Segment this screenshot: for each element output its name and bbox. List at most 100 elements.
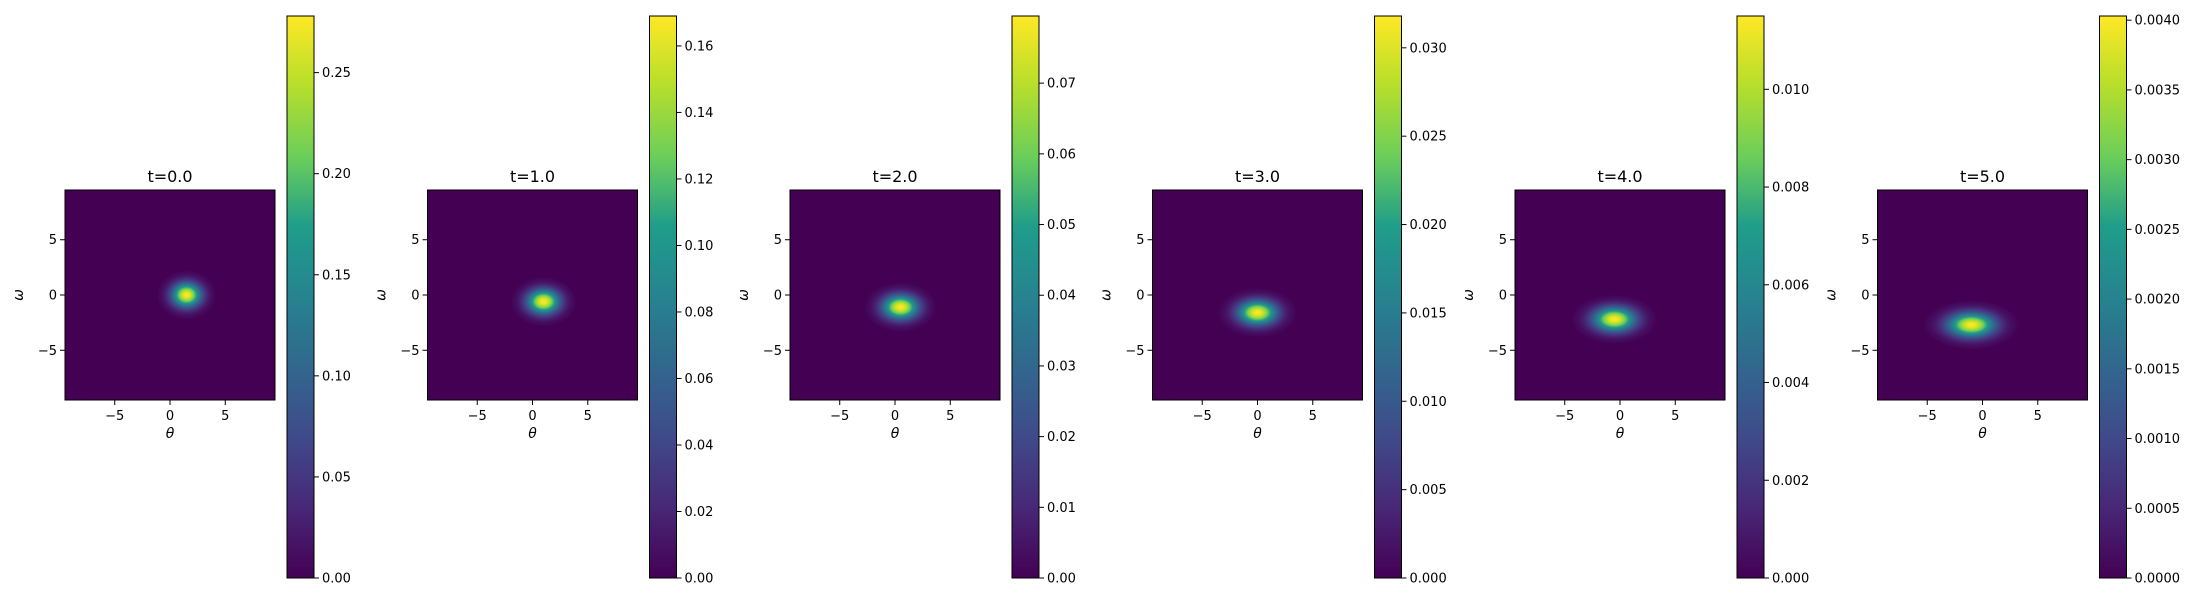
colorbar-tick-label: 0.15 (322, 268, 351, 283)
colorbar-tick-label: 0.16 (685, 39, 714, 54)
colorbar-frame (1736, 15, 1765, 579)
colorbar-frame (2099, 15, 2127, 579)
y-axis-label: ω (1824, 289, 1840, 301)
panel-title: t=0.0 (147, 167, 192, 186)
x-axis-label: θ (1978, 426, 1987, 442)
y-tick-label: 0 (411, 289, 419, 304)
density-peak (156, 270, 217, 320)
colorbar-tick-label: 0.07 (1047, 77, 1076, 92)
x-tick-label: 0 (166, 409, 174, 424)
x-axis-label: θ (528, 426, 537, 442)
colorbar-tick-label: 0.002 (1772, 474, 1809, 489)
panel-2: t=2.0 −5 0 5 −5 0 5 θ ω 0.00 0.01 0.02 0.03 0.04 0.05 0… (736, 15, 1076, 587)
x-tick-label: −5 (1918, 409, 1937, 424)
panel-4: t=4.0 −5 0 5 −5 0 5 θ ω 0.000 0.002 0.004 0.006 0.008… (1461, 15, 1809, 587)
colorbar-tick-label: 0.06 (685, 372, 714, 387)
y-tick-label: 0 (1861, 289, 1869, 304)
y-axis-label: ω (374, 289, 390, 301)
panel-3: t=3.0 −5 0 5 −5 0 5 θ ω 0.000 0.005 0.010 0.015 0.020… (1099, 15, 1447, 587)
colorbar-tick-label: 0.0020 (2135, 293, 2181, 308)
y-tick-label: 0 (1136, 289, 1144, 304)
x-tick-label: 5 (946, 409, 954, 424)
colorbar-tick-label: 0.05 (322, 470, 351, 485)
colorbar-tick-label: 0.02 (685, 505, 714, 520)
x-tick-label: 0 (891, 409, 899, 424)
colorbar-tick-label: 0.06 (1047, 147, 1076, 162)
colorbar-tick-label: 0.0035 (2135, 83, 2181, 98)
y-axis-label: ω (11, 289, 27, 301)
panel-title: t=5.0 (1960, 167, 2005, 186)
colorbar-tick-label: 0.004 (1772, 376, 1809, 391)
colorbar-tick-label: 0.03 (1047, 359, 1076, 374)
colorbar-tick-label: 0.006 (1772, 278, 1809, 293)
y-tick-label: 5 (1136, 233, 1144, 248)
y-axis-label: ω (736, 289, 752, 301)
density-peak (1571, 294, 1658, 345)
colorbar-tick-label: 0.02 (1047, 430, 1076, 445)
colorbar-tick-label: 0.25 (322, 66, 351, 81)
x-tick-label: −5 (105, 409, 124, 424)
colorbar-tick-label: 0.20 (322, 167, 351, 182)
x-tick-label: 5 (221, 409, 229, 424)
x-tick-label: 5 (1671, 409, 1679, 424)
colorbar (649, 16, 677, 578)
colorbar-tick-label: 0.04 (1047, 289, 1076, 304)
colorbar-frame (286, 15, 315, 579)
colorbar (1374, 16, 1402, 578)
colorbar-tick-label: 0.0000 (2135, 572, 2181, 587)
y-tick-label: 5 (1861, 233, 1869, 248)
colorbar-tick-label: 0.0015 (2135, 362, 2181, 377)
colorbar-tick-label: 0.005 (1410, 483, 1447, 498)
colorbar-tick-label: 0.0005 (2135, 502, 2181, 517)
colorbar-tick-label: 0.00 (1047, 572, 1076, 587)
x-tick-label: −5 (1193, 409, 1212, 424)
panel-0: t=0.0 −5 0 5 −5 0 5 θ ω 0.00 0.05 0.10 0.15 0.20 0.25 (11, 15, 351, 587)
y-axis-label: ω (1461, 289, 1477, 301)
y-tick-label: 0 (49, 289, 57, 304)
colorbar-tick-label: 0.015 (1410, 306, 1447, 321)
y-tick-label: −5 (1850, 344, 1869, 359)
colorbar-tick-label: 0.000 (1772, 572, 1809, 587)
colorbar-tick-label: 0.08 (685, 305, 714, 320)
panel-title: t=1.0 (510, 167, 555, 186)
colorbar-tick-label: 0.025 (1410, 130, 1447, 145)
y-tick-label: −5 (1125, 344, 1144, 359)
panel-5: t=5.0 −5 0 5 −5 0 5 θ ω 0.0000 0.0005 0.0010 0.0015 0… (1824, 14, 2181, 587)
colorbar-tick-label: 0.00 (685, 572, 714, 587)
x-tick-label: 0 (1616, 409, 1624, 424)
x-axis-label: θ (166, 426, 175, 442)
colorbar-tick-label: 0.10 (322, 369, 351, 384)
density-peak (510, 276, 577, 327)
y-tick-label: −5 (1488, 344, 1507, 359)
y-tick-label: −5 (763, 344, 782, 359)
colorbar-tick-label: 0.05 (1047, 218, 1076, 233)
colorbar-frame (649, 15, 677, 579)
colorbar (1737, 16, 1764, 578)
panel-title: t=4.0 (1597, 167, 1642, 186)
y-tick-label: 5 (1499, 233, 1507, 248)
density-peak (1923, 299, 2020, 350)
colorbar (2099, 16, 2127, 578)
density-peak (1217, 287, 1298, 338)
y-tick-label: 5 (411, 233, 419, 248)
x-tick-label: 0 (1253, 409, 1261, 424)
colorbar-tick-label: 0.0025 (2135, 223, 2181, 238)
x-tick-label: −5 (1555, 409, 1574, 424)
colorbar-frame (1011, 15, 1040, 579)
x-axis-label: θ (891, 426, 900, 442)
colorbar-tick-label: 0.0040 (2135, 14, 2181, 29)
colorbar-tick-label: 0.14 (685, 106, 714, 121)
x-tick-label: 0 (1978, 409, 1986, 424)
y-tick-label: 0 (774, 289, 782, 304)
colorbar-tick-label: 0.01 (1047, 501, 1076, 516)
y-tick-label: 5 (774, 233, 782, 248)
x-tick-label: 5 (1309, 409, 1317, 424)
y-axis-label: ω (1099, 289, 1115, 301)
colorbar-tick-label: 0.010 (1772, 83, 1809, 98)
colorbar (287, 16, 314, 578)
heatmap-background (1877, 190, 2088, 400)
panel-title: t=3.0 (1235, 167, 1280, 186)
colorbar-tick-label: 0.000 (1410, 572, 1447, 587)
colorbar-tick-label: 0.010 (1410, 395, 1447, 410)
